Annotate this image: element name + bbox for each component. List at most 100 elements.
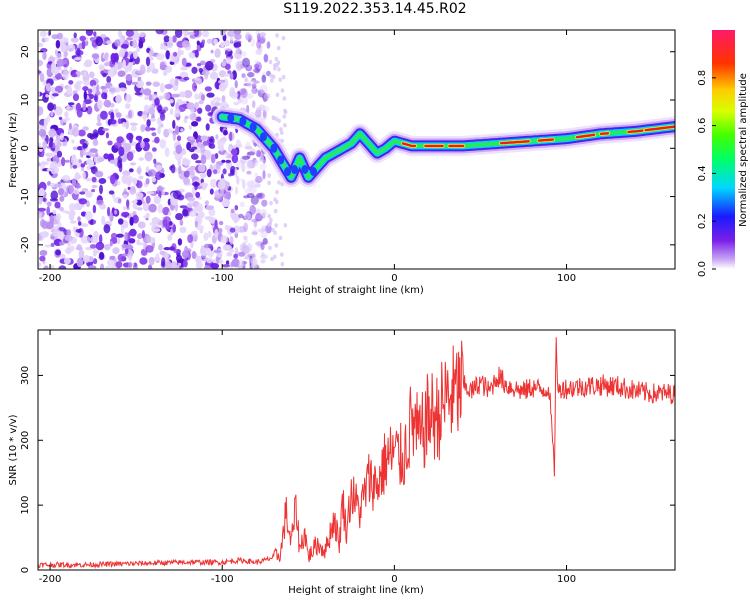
spectrogram-noise-blob xyxy=(240,178,244,182)
spectrogram-noise-blob xyxy=(178,91,186,98)
spectrogram-noise-blob xyxy=(85,190,93,198)
spectrogram-noise-blob xyxy=(261,116,268,120)
spectrogram-noise-blob xyxy=(281,36,286,41)
spectrogram-x-ticks: -200 -100 0 100 xyxy=(39,30,576,284)
spectrogram-noise-blob xyxy=(226,251,233,257)
spectrogram-noise-blob xyxy=(252,228,258,235)
spectrogram-noise-blob xyxy=(235,186,238,195)
spectrogram-noise-blob xyxy=(162,70,168,76)
spectrogram-noise-blob xyxy=(87,132,94,139)
spectrogram-noise-blob xyxy=(148,256,155,266)
spectrogram-noise-blob xyxy=(242,155,250,160)
spectrogram-noise-blob xyxy=(244,251,251,260)
spectrogram-noise-blob xyxy=(110,175,116,185)
spectrogram-noise-blob xyxy=(145,126,151,132)
spectrogram-noise-blob xyxy=(149,222,154,226)
spectrogram-noise-blob xyxy=(116,180,121,186)
spectrogram-noise-blob xyxy=(260,259,266,264)
spectrogram-noise-blob xyxy=(265,224,272,234)
spectrogram-noise-blob xyxy=(197,141,202,148)
ridge-blob xyxy=(277,155,285,165)
spectrogram-noise-blob xyxy=(129,58,134,63)
spectrogram-noise-blob xyxy=(102,73,107,78)
spectrogram-noise-blob xyxy=(58,188,65,196)
spectrogram-noise-blob xyxy=(39,30,48,38)
spectrogram-noise-blob xyxy=(76,244,82,250)
spectrogram-noise-blob xyxy=(232,213,241,223)
spectrogram-noise-blob xyxy=(45,152,54,157)
spectrogram-noise-blob xyxy=(133,262,137,267)
spectrogram-noise-blob xyxy=(180,50,184,55)
y-tick-label: 10 xyxy=(20,94,31,107)
spectrogram-noise-blob xyxy=(97,99,103,110)
spectrogram-noise-blob xyxy=(89,79,97,87)
spectrogram-noise-blob xyxy=(274,56,279,62)
spectrogram-noise-blob xyxy=(245,141,251,149)
spectrogram-noise-blob xyxy=(183,260,188,268)
spectrogram-noise-blob xyxy=(275,190,279,195)
spectrogram-noise-blob xyxy=(192,181,200,187)
spectrogram-noise-blob xyxy=(203,232,209,242)
spectrogram-noise-blob xyxy=(283,123,287,128)
spectrogram-noise-blob xyxy=(136,207,143,211)
ridge-core-red xyxy=(599,132,610,135)
spectrogram-noise-blob xyxy=(83,79,90,87)
spectrogram-noise-blob xyxy=(261,74,267,83)
spectrogram-noise-blob xyxy=(82,126,89,131)
spectrogram-noise-blob xyxy=(112,247,120,255)
spectrogram-noise-blob xyxy=(117,30,123,38)
y-tick-label: -10 xyxy=(20,188,31,204)
spectrogram-noise-blob xyxy=(42,51,47,60)
spectrogram-noise-blob xyxy=(229,36,234,44)
spectrogram-noise-blob xyxy=(79,191,86,195)
spectrogram-noise-blob xyxy=(163,92,171,100)
spectrogram-noise-blob xyxy=(73,57,82,61)
y-tick-label: -20 xyxy=(20,237,31,253)
spectrogram-noise-blob xyxy=(144,95,149,101)
spectrogram-noise-blob xyxy=(132,214,139,224)
spectrogram-noise-blob xyxy=(121,211,130,217)
colorbar: 0.0 0.2 0.4 0.6 0.8 Normalized spectral ampl… xyxy=(697,30,749,277)
spectrogram-noise-blob xyxy=(206,257,213,264)
spectrogram-noise-blob xyxy=(177,238,183,246)
spectrogram-noise-blob xyxy=(236,90,241,100)
spectrogram-noise-blob xyxy=(98,178,107,184)
spectrogram-noise-blob xyxy=(54,106,63,116)
spectrogram-noise-blob xyxy=(115,112,122,118)
ridge-core-red xyxy=(575,133,596,139)
spectrogram-noise-blob xyxy=(38,70,42,74)
spectrogram-noise-blob xyxy=(152,147,157,152)
spectrogram-noise-blob xyxy=(50,147,55,151)
spectrogram-noise-blob xyxy=(69,202,76,212)
spectrogram-noise-blob xyxy=(201,94,205,101)
spectrogram-noise-blob xyxy=(267,173,271,178)
spectrogram-noise-blob xyxy=(96,199,104,206)
spectrogram-noise-blob xyxy=(213,38,218,45)
spectrogram-noise-blob xyxy=(116,233,124,238)
spectrogram-noise-blob xyxy=(241,51,247,57)
spectrogram-noise-blob xyxy=(172,224,176,233)
spectrogram-noise-blob xyxy=(231,154,239,164)
spectrogram-noise-blob xyxy=(208,208,216,217)
spectrogram-noise-blob xyxy=(274,223,279,228)
spectrogram-noise-blob xyxy=(115,261,123,269)
spectrogram-noise-blob xyxy=(253,63,260,69)
spectrogram-noise-blob xyxy=(44,37,49,42)
spectrogram-noise-blob xyxy=(83,150,87,156)
spectrogram-noise-blob xyxy=(215,134,219,140)
spectrogram-noise-blob xyxy=(118,49,125,58)
spectrogram-noise-blob xyxy=(183,177,190,185)
x-tick-label: -200 xyxy=(39,574,62,585)
spectrogram-noise-blob xyxy=(209,71,219,80)
spectrogram-noise-blob xyxy=(75,49,84,56)
spectrogram-noise-blob xyxy=(66,85,73,96)
spectrogram-noise-blob xyxy=(83,90,88,101)
spectrogram-noise-blob xyxy=(136,70,145,74)
spectrogram-noise-blob xyxy=(38,42,44,47)
spectrogram-noise-blob xyxy=(142,111,148,115)
spectrogram-noise-blob xyxy=(82,143,88,149)
spectrogram-noise-blob xyxy=(208,143,212,148)
x-tick-label: -100 xyxy=(211,574,234,585)
spectrogram-noise-blob xyxy=(108,190,115,195)
spectrogram-noise-blob xyxy=(120,43,129,49)
